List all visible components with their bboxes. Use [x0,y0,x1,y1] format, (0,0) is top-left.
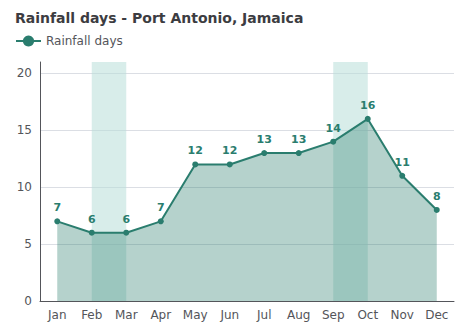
svg-text:Jan: Jan [47,308,67,322]
svg-text:Feb: Feb [81,308,102,322]
svg-text:Jul: Jul [256,308,271,322]
svg-text:5: 5 [24,237,32,251]
svg-text:7: 7 [157,201,165,214]
svg-text:6: 6 [88,213,96,226]
svg-text:Oct: Oct [357,308,378,322]
svg-text:7: 7 [53,201,61,214]
svg-text:May: May [183,308,208,322]
svg-text:6: 6 [122,213,130,226]
svg-text:15: 15 [17,123,32,137]
svg-text:Nov: Nov [391,308,414,322]
svg-text:Apr: Apr [150,308,171,322]
svg-text:Aug: Aug [287,308,310,322]
svg-text:8: 8 [433,190,441,203]
svg-text:Sep: Sep [322,308,345,322]
svg-text:Rainfall days: Rainfall days [46,34,123,48]
svg-text:14: 14 [326,122,342,135]
svg-text:12: 12 [188,144,203,157]
svg-text:0: 0 [24,294,32,308]
svg-text:10: 10 [17,180,32,194]
svg-text:13: 13 [257,133,272,146]
svg-text:13: 13 [291,133,306,146]
svg-text:Jun: Jun [219,308,239,322]
svg-text:Rainfall days - Port Antonio,: Rainfall days - Port Antonio, Jamaica [15,10,303,26]
svg-text:12: 12 [222,144,237,157]
svg-text:11: 11 [395,156,410,169]
svg-text:Dec: Dec [425,308,448,322]
svg-text:16: 16 [360,99,376,112]
svg-text:20: 20 [17,66,32,80]
svg-text:Mar: Mar [115,308,138,322]
